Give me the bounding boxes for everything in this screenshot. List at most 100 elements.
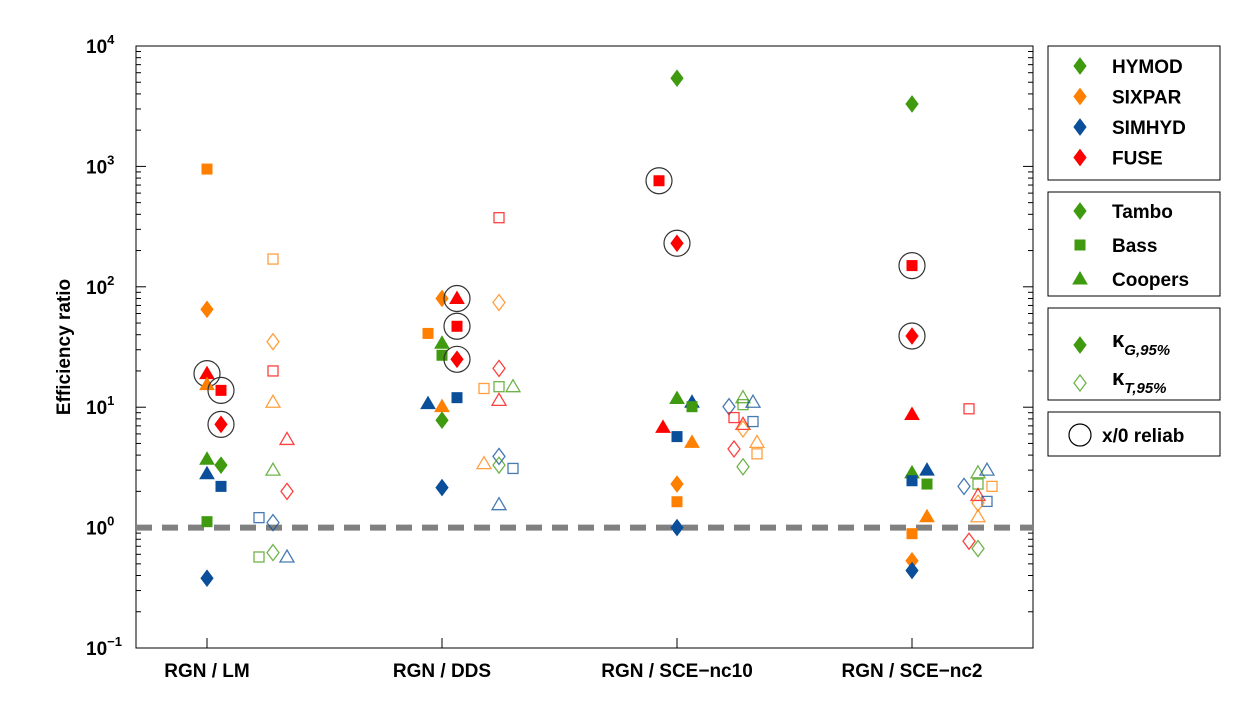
y-tick-label: 10−1 [86,634,122,660]
x-tick-label: RGN / SCE−nc2 [842,661,983,682]
point-sixpar-coopers-kappa-g [199,376,215,391]
x-tick-label: RGN / SCE−nc10 [601,661,753,682]
point-fuse-bass-kappa-t [728,411,740,424]
point-fuse-tambo-kappa-t [962,532,976,551]
point-sixpar-coopers-kappa-t [748,434,766,449]
point-sixpar-tambo-kappa-t [492,293,506,312]
data-points [193,69,998,588]
legend-marker-sixpar [1073,87,1087,106]
y-tick-labels: 104 103 102 101 100 10−1 [86,32,122,660]
point-simhyd-coopers-kappa-g [420,395,436,410]
point-simhyd-coopers-kappa-t [278,548,296,563]
point-hymod-bass-kappa-t [737,398,749,411]
reliab-circle-marker [443,345,471,373]
point-fuse-bass-kappa-g [451,320,463,332]
legend-reliab-box [1047,411,1221,457]
point-fuse-tambo-kappa-g [670,234,684,253]
point-sixpar-bass-kappa-g [671,496,683,508]
legend-reliab-circle-icon [1068,423,1092,447]
point-hymod-tambo-kappa-g [435,411,449,430]
point-simhyd-bass-kappa-g [671,431,683,443]
y-axis-label: Efficiency ratio [54,279,75,415]
point-sixpar-tambo-kappa-g [200,300,214,319]
point-fuse-coopers-kappa-g [449,290,465,304]
x-tick-labels: RGN / LM RGN / DDS RGN / SCE−nc10 RGN / SCE… [164,661,982,682]
point-sixpar-coopers-kappa-t [264,393,282,408]
legend-marker-bass [1074,239,1086,251]
y-tick-label: 100 [86,514,114,540]
point-sixpar-bass-kappa-t [267,253,279,265]
reliab-circle-marker [207,410,235,438]
legend-marker-fuse [1073,148,1087,167]
y-tick-label: 103 [86,152,114,178]
point-simhyd-tambo-kappa-g [435,478,449,497]
reliab-circle-marker [898,251,926,280]
point-hymod-tambo-kappa-t [736,457,750,476]
point-simhyd-bass-kappa-t [253,511,265,524]
y-tick-label: 101 [86,393,114,419]
point-sixpar-coopers-kappa-t [969,508,987,523]
reliab-circle-marker [645,167,673,195]
legend-marker-simhyd [1073,118,1087,136]
point-sixpar-bass-kappa-g [201,163,213,175]
point-simhyd-coopers-kappa-g [199,465,215,480]
point-sixpar-coopers-kappa-g [684,434,700,448]
point-simhyd-coopers-kappa-t [978,461,996,476]
point-fuse-bass-kappa-t [267,365,279,377]
reliab-circle-marker [898,322,926,350]
point-fuse-tambo-kappa-g [214,415,228,434]
legend-label-simhyd: SIMHYD [1112,118,1186,139]
point-sixpar-coopers-kappa-g [434,398,450,413]
point-sixpar-tambo-kappa-g [435,289,449,308]
legend-label-tambo: Tambo [1112,202,1173,223]
point-hymod-tambo-kappa-t [492,456,506,475]
point-sixpar-bass-kappa-t [478,382,490,395]
legend-marker-kappa-t [1073,373,1087,393]
point-simhyd-bass-kappa-g [451,392,463,404]
point-hymod-tambo-kappa-t [971,539,985,558]
legend-metrics-box [1047,307,1221,401]
point-simhyd-tambo-kappa-g [200,569,214,588]
point-fuse-bass-kappa-t [963,403,975,415]
point-simhyd-coopers-kappa-t [744,393,762,408]
point-sixpar-bass-kappa-t [986,480,998,493]
point-hymod-coopers-kappa-g [199,451,215,465]
legend-label-coopers: Coopers [1112,270,1189,291]
point-fuse-bass-kappa-g [215,384,227,396]
point-fuse-coopers-kappa-t [734,416,752,431]
legend-label-fuse: FUSE [1112,149,1163,170]
point-fuse-coopers-kappa-t [278,431,296,446]
point-fuse-coopers-kappa-t [969,487,987,502]
point-simhyd-tambo-kappa-g [670,518,684,537]
point-hymod-coopers-kappa-t [734,389,752,404]
legend-marker-coopers [1072,271,1088,285]
point-hymod-coopers-kappa-t [504,378,522,393]
point-hymod-bass-kappa-g [201,516,213,528]
point-simhyd-bass-kappa-t [507,462,519,475]
point-fuse-tambo-kappa-g [450,350,464,369]
point-fuse-coopers-kappa-t [490,392,508,406]
point-hymod-tambo-kappa-g [670,69,684,88]
point-hymod-bass-kappa-g [921,478,933,490]
point-simhyd-coopers-kappa-g [919,462,935,476]
legend-marker-hymod [1073,57,1087,75]
point-simhyd-bass-kappa-g [906,475,918,487]
point-hymod-tambo-kappa-g [214,456,228,475]
legend-label-kappa-t: κT,95% [1112,365,1167,397]
point-fuse-coopers-kappa-g [655,419,671,433]
point-hymod-bass-kappa-t [493,381,505,393]
y-tick-label: 102 [86,273,114,299]
point-sixpar-bass-kappa-t [751,448,763,460]
point-sixpar-bass-kappa-g [906,528,918,540]
legend: HYMOD SIXPAR SIMHYD FUSE Tambo Bass Coopers κG,… [1047,45,1221,457]
point-fuse-tambo-kappa-t [727,439,741,459]
point-hymod-bass-kappa-g [436,349,448,361]
plot-frame [135,45,1034,649]
reliab-circle-marker [207,376,235,404]
point-hymod-tambo-kappa-g [905,95,919,113]
point-sixpar-coopers-kappa-t [475,455,493,470]
point-simhyd-bass-kappa-t [747,415,759,428]
legend-label-reliab: x/0 reliab [1102,426,1184,447]
point-hymod-bass-kappa-t [253,551,265,563]
